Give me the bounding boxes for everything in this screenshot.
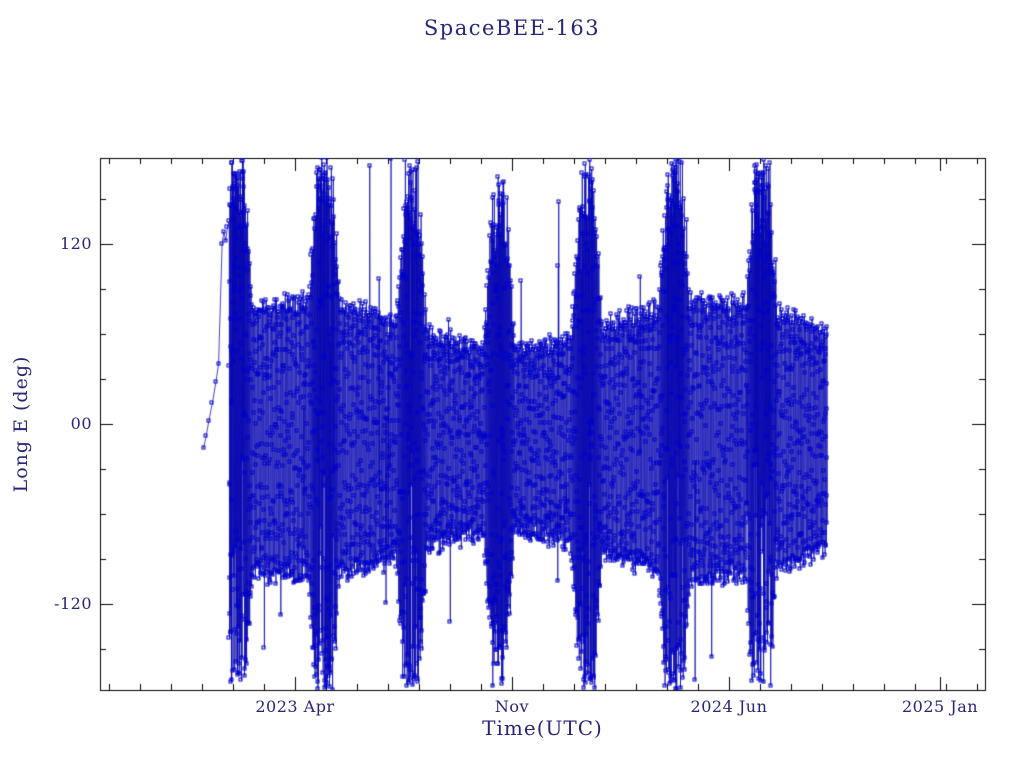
x-axis-label: Time(UTC): [482, 716, 603, 740]
chart-title: SpaceBEE-163: [423, 16, 601, 40]
y-tick-label: 120: [59, 233, 92, 253]
x-tick-label: 2025 Jan: [902, 697, 979, 716]
x-tick-label: 2023 Apr: [255, 697, 335, 716]
y-tick-label: -120: [54, 594, 92, 614]
x-tick-label: 2024 Jun: [690, 697, 768, 716]
y-tick-label: 00: [70, 414, 92, 433]
x-tick-label: Nov: [494, 697, 530, 716]
